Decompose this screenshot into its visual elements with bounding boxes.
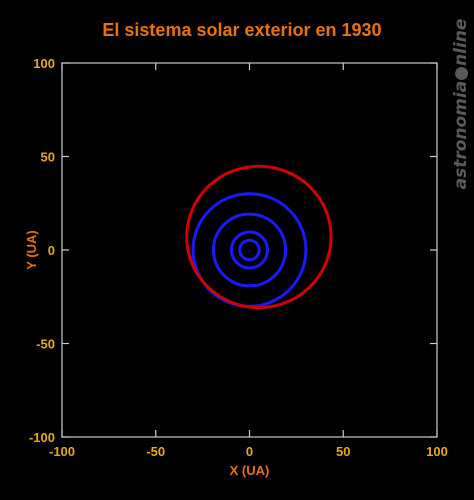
- y-tick-label: 0: [48, 243, 55, 258]
- y-tick-label: -50: [36, 337, 55, 352]
- x-tick-label: -50: [146, 444, 165, 459]
- plot-frame: [61, 62, 438, 438]
- x-tick-label: 0: [246, 444, 253, 459]
- x-axis-ticks: -100 -50 0 50 100: [49, 63, 448, 459]
- orbit-2: [212, 212, 287, 288]
- orbits-group: [185, 164, 333, 310]
- watermark-logo: astronomia●nline: [451, 19, 471, 190]
- y-axis-ticks: -100 -50 0 50 100: [29, 56, 437, 445]
- x-tick-label: 100: [426, 444, 448, 459]
- y-tick-label: 100: [33, 56, 55, 71]
- x-axis-label: X (UA): [230, 463, 270, 478]
- y-axis-label: Y (UA): [24, 230, 39, 269]
- orbit-4: [185, 164, 333, 310]
- orbit-0: [238, 238, 261, 262]
- y-tick-label: 50: [41, 150, 55, 165]
- x-tick-label: 50: [336, 444, 350, 459]
- orbit-1: [230, 230, 269, 270]
- x-tick-label: -100: [49, 444, 75, 459]
- chart-title: El sistema solar exterior en 1930: [102, 20, 381, 40]
- y-tick-label: -100: [29, 430, 55, 445]
